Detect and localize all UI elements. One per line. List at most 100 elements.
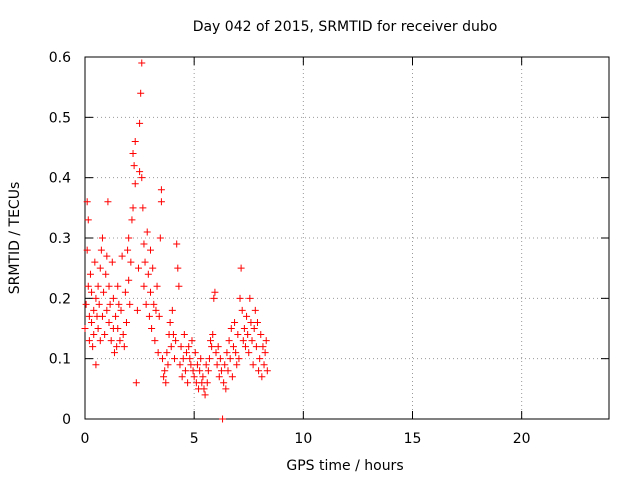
data-point bbox=[260, 361, 268, 369]
data-point bbox=[205, 355, 213, 363]
data-point bbox=[233, 361, 241, 369]
data-point bbox=[186, 355, 194, 363]
data-point bbox=[174, 264, 182, 272]
data-point bbox=[153, 282, 161, 290]
x-tick-label: 10 bbox=[294, 431, 312, 447]
data-point bbox=[139, 204, 147, 212]
data-point bbox=[98, 234, 106, 242]
data-point bbox=[259, 343, 267, 351]
data-point bbox=[114, 325, 122, 332]
data-point bbox=[199, 373, 207, 381]
data-point bbox=[133, 306, 141, 314]
data-point bbox=[138, 174, 146, 182]
data-point bbox=[84, 216, 92, 224]
data-point bbox=[132, 379, 140, 387]
data-point bbox=[101, 331, 109, 339]
data-point bbox=[122, 318, 130, 326]
data-point bbox=[88, 288, 96, 296]
data-point bbox=[157, 198, 165, 206]
data-point bbox=[131, 137, 139, 145]
y-tick-label: 0.4 bbox=[49, 171, 71, 187]
data-point bbox=[250, 325, 258, 332]
x-tick-label: 0 bbox=[81, 431, 90, 447]
data-point bbox=[212, 349, 220, 357]
data-point bbox=[134, 264, 142, 272]
data-point bbox=[94, 325, 102, 332]
data-point bbox=[240, 325, 248, 332]
data-point bbox=[83, 198, 91, 206]
data-point bbox=[200, 385, 208, 393]
data-point bbox=[204, 367, 212, 375]
data-point bbox=[155, 312, 163, 320]
data-point bbox=[222, 385, 230, 393]
data-point bbox=[136, 119, 144, 127]
data-point bbox=[83, 246, 91, 254]
data-point bbox=[118, 252, 126, 260]
data-point bbox=[262, 337, 270, 345]
data-point bbox=[130, 162, 138, 170]
data-point bbox=[184, 379, 192, 387]
data-point bbox=[119, 331, 127, 339]
y-tick-label: 0.1 bbox=[49, 352, 71, 368]
data-point bbox=[136, 168, 144, 176]
data-point bbox=[188, 337, 196, 345]
data-point bbox=[162, 379, 170, 387]
data-point bbox=[173, 240, 181, 248]
data-point bbox=[107, 337, 115, 345]
data-point bbox=[189, 367, 197, 375]
data-point bbox=[103, 252, 111, 260]
data-point bbox=[144, 270, 152, 278]
data-point bbox=[125, 276, 133, 284]
data-point bbox=[141, 258, 149, 266]
data-point bbox=[121, 288, 129, 296]
data-point bbox=[179, 355, 187, 363]
data-point bbox=[81, 325, 89, 332]
data-point bbox=[249, 361, 257, 369]
data-point bbox=[100, 288, 108, 296]
data-point bbox=[105, 318, 113, 326]
data-point bbox=[241, 343, 249, 351]
data-point bbox=[96, 337, 104, 345]
data-point bbox=[151, 337, 159, 345]
data-point bbox=[105, 282, 113, 290]
data-point bbox=[244, 331, 252, 339]
data-point bbox=[117, 306, 125, 314]
data-point bbox=[169, 331, 177, 339]
data-point bbox=[231, 318, 239, 326]
data-point bbox=[157, 186, 165, 194]
data-point bbox=[126, 300, 134, 308]
data-point bbox=[181, 367, 189, 375]
data-point bbox=[245, 349, 253, 357]
data-point bbox=[209, 331, 217, 339]
data-point bbox=[161, 367, 169, 375]
data-point bbox=[234, 331, 242, 339]
data-point bbox=[247, 318, 255, 326]
data-point bbox=[257, 331, 265, 339]
data-point bbox=[214, 343, 222, 351]
data-point bbox=[187, 361, 195, 369]
data-point bbox=[211, 288, 219, 296]
data-point bbox=[116, 337, 124, 345]
data-point bbox=[142, 300, 150, 308]
data-point bbox=[85, 312, 93, 320]
data-point bbox=[175, 282, 183, 290]
data-point bbox=[149, 264, 157, 272]
data-point bbox=[197, 355, 205, 363]
data-point bbox=[216, 355, 224, 363]
data-point bbox=[98, 312, 106, 320]
data-point bbox=[86, 270, 94, 278]
y-tick-label: 0.2 bbox=[49, 291, 71, 307]
data-point bbox=[113, 343, 121, 351]
data-point bbox=[246, 294, 254, 302]
data-point bbox=[145, 312, 153, 320]
data-point bbox=[115, 300, 123, 308]
data-point bbox=[160, 373, 168, 381]
x-axis-label: GPS time / hours bbox=[286, 458, 403, 474]
data-point bbox=[196, 367, 204, 375]
data-point bbox=[221, 361, 229, 369]
data-point bbox=[138, 59, 146, 67]
y-tick-label: 0.6 bbox=[49, 50, 71, 66]
data-point bbox=[193, 361, 201, 369]
y-tick-label: 0.5 bbox=[49, 110, 71, 126]
